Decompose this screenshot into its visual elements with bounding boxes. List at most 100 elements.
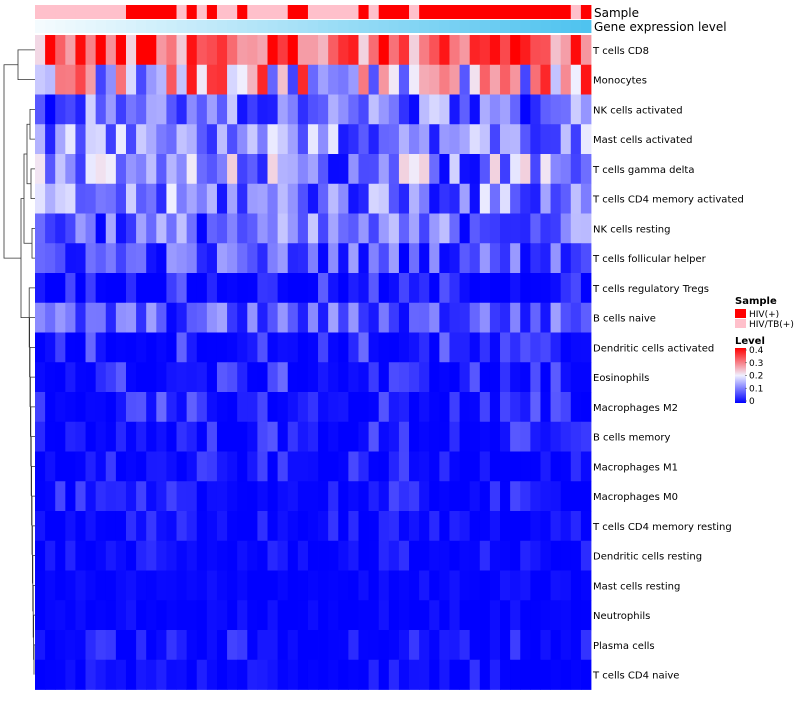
heatmap-cell bbox=[35, 243, 46, 274]
heatmap-cell bbox=[469, 273, 481, 304]
heatmap-cell bbox=[176, 64, 188, 95]
heatmap-cell bbox=[136, 362, 147, 393]
heatmap-cell bbox=[439, 511, 450, 542]
heatmap-cell bbox=[348, 183, 359, 214]
heatmap-cell bbox=[237, 64, 248, 95]
heatmap-cell bbox=[500, 630, 511, 661]
heatmap-cell bbox=[449, 392, 460, 423]
heatmap-cell bbox=[136, 630, 147, 661]
heatmap-cell bbox=[65, 183, 76, 214]
expression-level-annotation-cell bbox=[237, 20, 248, 33]
heatmap-cell bbox=[570, 213, 582, 244]
heatmap-cell bbox=[358, 243, 369, 274]
heatmap-cell bbox=[469, 421, 481, 452]
heatmap-cell bbox=[398, 273, 410, 304]
heatmap-cell bbox=[520, 540, 531, 571]
heatmap-cell bbox=[156, 243, 167, 274]
heatmap-cell bbox=[65, 511, 76, 542]
heatmap-cell bbox=[55, 124, 66, 155]
heatmap-cell bbox=[368, 302, 380, 333]
heatmap-cell bbox=[398, 362, 410, 393]
heatmap-cell bbox=[136, 600, 147, 631]
heatmap-cell bbox=[186, 213, 198, 244]
heatmap-cell bbox=[75, 451, 86, 482]
legend-colorbar bbox=[735, 348, 746, 403]
heatmap-cell bbox=[479, 35, 491, 66]
heatmap-cell bbox=[307, 332, 319, 363]
row-label: Mast cells resting bbox=[593, 581, 680, 592]
heatmap-cell bbox=[520, 302, 531, 333]
heatmap-cell bbox=[388, 332, 400, 363]
heatmap-cell bbox=[338, 451, 349, 482]
heatmap-cell bbox=[479, 630, 491, 661]
heatmap-cell bbox=[570, 540, 582, 571]
expression-level-annotation-cell bbox=[196, 20, 208, 33]
heatmap-cell bbox=[206, 659, 218, 690]
heatmap-cell bbox=[156, 35, 167, 66]
heatmap-cell bbox=[307, 600, 319, 631]
heatmap-cell bbox=[206, 570, 218, 601]
heatmap-cell bbox=[560, 64, 572, 95]
heatmap-cell bbox=[459, 332, 471, 363]
heatmap-cell bbox=[530, 451, 541, 482]
heatmap-cell bbox=[257, 600, 268, 631]
expression-level-annotation-cell bbox=[388, 20, 400, 33]
heatmap-cell bbox=[550, 540, 562, 571]
heatmap-cell bbox=[216, 362, 228, 393]
heatmap-cell bbox=[287, 35, 299, 66]
dendrogram-branch bbox=[17, 49, 35, 81]
heatmap-cell bbox=[348, 451, 359, 482]
heatmap-cell bbox=[75, 154, 86, 185]
heatmap-cell bbox=[186, 421, 198, 452]
heatmap-cell bbox=[156, 481, 167, 512]
heatmap-cell bbox=[237, 481, 248, 512]
heatmap-cell bbox=[206, 362, 218, 393]
heatmap-cell bbox=[257, 124, 268, 155]
heatmap-cell bbox=[105, 451, 117, 482]
heatmap-cell bbox=[510, 332, 521, 363]
heatmap-cell bbox=[206, 213, 218, 244]
heatmap-cell bbox=[136, 511, 147, 542]
heatmap-cell bbox=[125, 570, 137, 601]
heatmap-cell bbox=[146, 540, 157, 571]
heatmap-cell bbox=[277, 213, 289, 244]
heatmap-cell bbox=[560, 154, 572, 185]
heatmap-cell bbox=[439, 392, 450, 423]
heatmap-cell bbox=[439, 273, 450, 304]
heatmap-cell bbox=[125, 600, 137, 631]
heatmap-cell bbox=[419, 183, 430, 214]
heatmap-cell bbox=[146, 154, 157, 185]
heatmap-cell bbox=[449, 94, 460, 125]
heatmap-cell bbox=[439, 154, 450, 185]
heatmap-cell bbox=[358, 481, 369, 512]
sample-annotation-cell bbox=[429, 5, 440, 19]
heatmap-cell bbox=[328, 183, 339, 214]
heatmap-cell bbox=[166, 183, 177, 214]
heatmap-cell bbox=[348, 213, 359, 244]
heatmap-cell bbox=[307, 451, 319, 482]
heatmap-cell bbox=[85, 511, 97, 542]
heatmap-cell bbox=[237, 600, 248, 631]
heatmap-cell bbox=[55, 332, 66, 363]
heatmap-cell bbox=[469, 183, 481, 214]
heatmap-cell bbox=[398, 481, 410, 512]
heatmap-cell bbox=[186, 511, 198, 542]
heatmap-cell bbox=[237, 332, 248, 363]
heatmap-cell bbox=[540, 511, 551, 542]
heatmap-cell bbox=[429, 481, 440, 512]
heatmap-cell bbox=[206, 183, 218, 214]
heatmap-cell bbox=[186, 392, 198, 423]
heatmap-cell bbox=[45, 511, 56, 542]
heatmap-cell bbox=[146, 600, 157, 631]
expression-level-annotation-cell bbox=[287, 20, 299, 33]
heatmap-cell bbox=[125, 332, 137, 363]
sample-annotation-cell bbox=[419, 5, 430, 19]
heatmap-cell bbox=[449, 332, 460, 363]
heatmap-cell bbox=[439, 183, 450, 214]
expression-level-annotation-cell bbox=[328, 20, 339, 33]
expression-level-annotation-cell bbox=[500, 20, 511, 33]
heatmap-cell bbox=[115, 540, 127, 571]
heatmap-cell bbox=[580, 481, 592, 512]
heatmap-cell bbox=[560, 600, 572, 631]
heatmap-cell bbox=[105, 630, 117, 661]
